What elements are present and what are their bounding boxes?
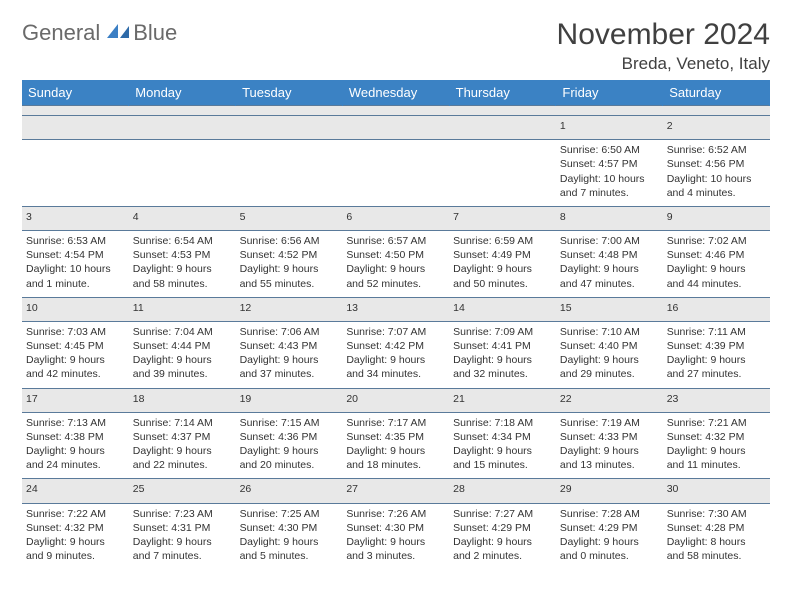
day-number: 12 — [236, 297, 343, 321]
daynum-row: 3456789 — [22, 206, 770, 230]
header: General Blue November 2024 Breda, Veneto… — [22, 18, 770, 74]
day-number: 3 — [22, 206, 129, 230]
day-cell: Sunrise: 7:13 AMSunset: 4:38 PMDaylight:… — [22, 412, 129, 479]
day-cell: Sunrise: 7:15 AMSunset: 4:36 PMDaylight:… — [236, 412, 343, 479]
daynum-row: 17181920212223 — [22, 388, 770, 412]
weekday-header: Friday — [556, 80, 663, 106]
day-content-row: Sunrise: 6:50 AMSunset: 4:57 PMDaylight:… — [22, 140, 770, 207]
day-number: 18 — [129, 388, 236, 412]
day-number — [129, 116, 236, 140]
logo-sail-icon — [107, 24, 129, 45]
day-cell: Sunrise: 6:54 AMSunset: 4:53 PMDaylight:… — [129, 231, 236, 298]
day-cell: Sunrise: 7:10 AMSunset: 4:40 PMDaylight:… — [556, 321, 663, 388]
day-cell: Sunrise: 7:21 AMSunset: 4:32 PMDaylight:… — [663, 412, 770, 479]
weekday-header: Sunday — [22, 80, 129, 106]
day-cell: Sunrise: 6:53 AMSunset: 4:54 PMDaylight:… — [22, 231, 129, 298]
day-cell — [342, 140, 449, 207]
day-number: 19 — [236, 388, 343, 412]
day-number: 4 — [129, 206, 236, 230]
day-cell — [236, 140, 343, 207]
weekday-header-row: Sunday Monday Tuesday Wednesday Thursday… — [22, 80, 770, 106]
day-number — [449, 116, 556, 140]
day-cell: Sunrise: 7:28 AMSunset: 4:29 PMDaylight:… — [556, 503, 663, 569]
day-cell: Sunrise: 7:26 AMSunset: 4:30 PMDaylight:… — [342, 503, 449, 569]
day-cell: Sunrise: 7:02 AMSunset: 4:46 PMDaylight:… — [663, 231, 770, 298]
day-number: 13 — [342, 297, 449, 321]
daynum-row: 12 — [22, 116, 770, 140]
day-number — [22, 116, 129, 140]
day-number: 1 — [556, 116, 663, 140]
title-block: November 2024 Breda, Veneto, Italy — [557, 18, 770, 74]
day-number: 15 — [556, 297, 663, 321]
day-number: 20 — [342, 388, 449, 412]
logo-text-gray: General — [22, 20, 100, 45]
day-number: 26 — [236, 479, 343, 503]
day-cell — [129, 140, 236, 207]
day-number: 6 — [342, 206, 449, 230]
day-cell: Sunrise: 7:09 AMSunset: 4:41 PMDaylight:… — [449, 321, 556, 388]
day-number — [236, 116, 343, 140]
day-cell — [449, 140, 556, 207]
day-number: 21 — [449, 388, 556, 412]
day-cell: Sunrise: 7:23 AMSunset: 4:31 PMDaylight:… — [129, 503, 236, 569]
day-number: 28 — [449, 479, 556, 503]
day-cell: Sunrise: 7:06 AMSunset: 4:43 PMDaylight:… — [236, 321, 343, 388]
calendar-table: Sunday Monday Tuesday Wednesday Thursday… — [22, 80, 770, 569]
day-number: 7 — [449, 206, 556, 230]
logo-text-blue: Blue — [133, 20, 177, 45]
day-cell: Sunrise: 7:00 AMSunset: 4:48 PMDaylight:… — [556, 231, 663, 298]
day-number: 25 — [129, 479, 236, 503]
day-cell: Sunrise: 6:50 AMSunset: 4:57 PMDaylight:… — [556, 140, 663, 207]
day-cell: Sunrise: 7:25 AMSunset: 4:30 PMDaylight:… — [236, 503, 343, 569]
weekday-header: Saturday — [663, 80, 770, 106]
day-number: 2 — [663, 116, 770, 140]
day-cell: Sunrise: 7:07 AMSunset: 4:42 PMDaylight:… — [342, 321, 449, 388]
day-content-row: Sunrise: 6:53 AMSunset: 4:54 PMDaylight:… — [22, 231, 770, 298]
day-number: 14 — [449, 297, 556, 321]
day-number: 16 — [663, 297, 770, 321]
day-number — [342, 116, 449, 140]
day-number: 10 — [22, 297, 129, 321]
location-label: Breda, Veneto, Italy — [557, 54, 770, 74]
day-cell — [22, 140, 129, 207]
day-cell: Sunrise: 6:56 AMSunset: 4:52 PMDaylight:… — [236, 231, 343, 298]
day-cell: Sunrise: 6:59 AMSunset: 4:49 PMDaylight:… — [449, 231, 556, 298]
daynum-row: 24252627282930 — [22, 479, 770, 503]
day-cell: Sunrise: 7:30 AMSunset: 4:28 PMDaylight:… — [663, 503, 770, 569]
day-cell: Sunrise: 7:04 AMSunset: 4:44 PMDaylight:… — [129, 321, 236, 388]
day-number: 29 — [556, 479, 663, 503]
day-number: 27 — [342, 479, 449, 503]
daynum-row: 10111213141516 — [22, 297, 770, 321]
weekday-header: Tuesday — [236, 80, 343, 106]
day-number: 5 — [236, 206, 343, 230]
day-number: 11 — [129, 297, 236, 321]
logo: General Blue — [22, 18, 177, 45]
weekday-header: Wednesday — [342, 80, 449, 106]
day-cell: Sunrise: 6:52 AMSunset: 4:56 PMDaylight:… — [663, 140, 770, 207]
day-cell: Sunrise: 7:19 AMSunset: 4:33 PMDaylight:… — [556, 412, 663, 479]
day-cell: Sunrise: 7:18 AMSunset: 4:34 PMDaylight:… — [449, 412, 556, 479]
day-number: 30 — [663, 479, 770, 503]
day-cell: Sunrise: 7:17 AMSunset: 4:35 PMDaylight:… — [342, 412, 449, 479]
day-content-row: Sunrise: 7:03 AMSunset: 4:45 PMDaylight:… — [22, 321, 770, 388]
page-title: November 2024 — [557, 18, 770, 52]
day-number: 8 — [556, 206, 663, 230]
weekday-header: Thursday — [449, 80, 556, 106]
day-content-row: Sunrise: 7:13 AMSunset: 4:38 PMDaylight:… — [22, 412, 770, 479]
day-cell: Sunrise: 7:11 AMSunset: 4:39 PMDaylight:… — [663, 321, 770, 388]
day-cell: Sunrise: 7:27 AMSunset: 4:29 PMDaylight:… — [449, 503, 556, 569]
day-number: 23 — [663, 388, 770, 412]
day-content-row: Sunrise: 7:22 AMSunset: 4:32 PMDaylight:… — [22, 503, 770, 569]
weekday-header: Monday — [129, 80, 236, 106]
day-number: 9 — [663, 206, 770, 230]
day-cell: Sunrise: 6:57 AMSunset: 4:50 PMDaylight:… — [342, 231, 449, 298]
day-number: 24 — [22, 479, 129, 503]
day-number: 22 — [556, 388, 663, 412]
day-cell: Sunrise: 7:22 AMSunset: 4:32 PMDaylight:… — [22, 503, 129, 569]
day-cell: Sunrise: 7:14 AMSunset: 4:37 PMDaylight:… — [129, 412, 236, 479]
day-cell: Sunrise: 7:03 AMSunset: 4:45 PMDaylight:… — [22, 321, 129, 388]
day-number: 17 — [22, 388, 129, 412]
